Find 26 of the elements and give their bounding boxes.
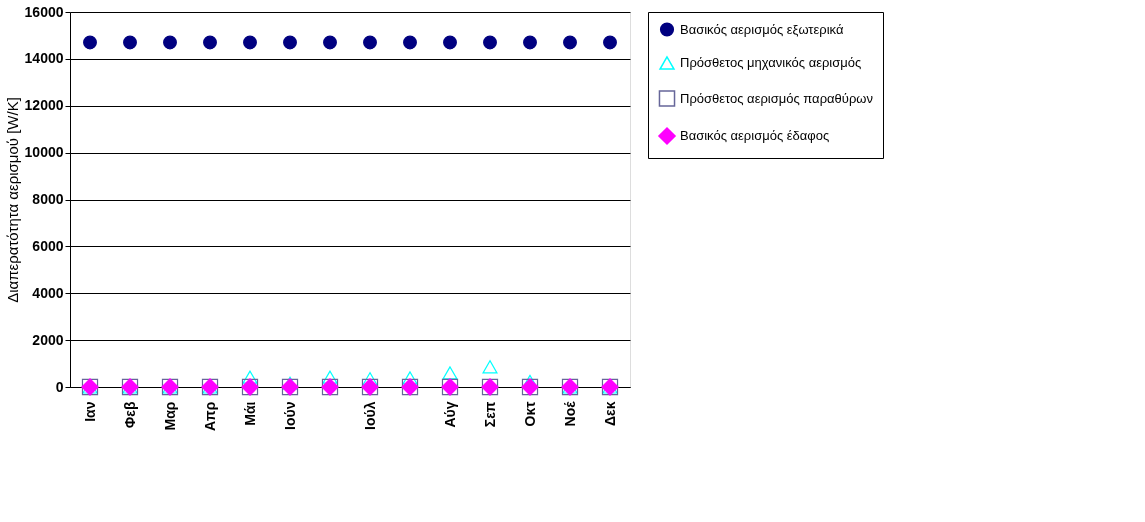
y-tick-label: 12000 — [24, 97, 64, 114]
y-axis-title: Διαπερατότητα αερισμού [W/K] — [3, 97, 21, 303]
legend-label: Πρόσθετος μηχανικός αερισμός — [680, 55, 862, 70]
x-tick-label: Μάι — [241, 401, 258, 426]
y-tick-label: 10000 — [24, 144, 64, 161]
x-tick-label: Φεβ — [121, 401, 138, 429]
x-tick-label: Απρ — [201, 401, 218, 431]
y-tick-label: 16000 — [24, 3, 64, 20]
legend-label: Πρόσθετος αερισμός παραθύρων — [680, 90, 873, 106]
x-tick-label: Αύγ — [441, 401, 458, 428]
legend-label: Βασικός αερισμός έδαφος — [680, 128, 830, 143]
x-tick-label: Ιούλ — [361, 401, 378, 430]
legend-label: Βασικός αερισμός εξωτερικά — [680, 21, 844, 37]
x-tick-label: Ιαν — [81, 401, 98, 422]
x-tick-label: Μαρ — [161, 401, 178, 431]
y-tick-label: 2000 — [32, 331, 64, 348]
x-tick-label: Σεπ — [481, 401, 498, 428]
x-tick-label: Οκτ — [521, 400, 538, 427]
y-tick-label: 0 — [55, 378, 64, 395]
y-tick-label: 6000 — [32, 237, 64, 254]
x-tick-label: Ιούν — [281, 401, 298, 430]
y-tick-label: 4000 — [32, 284, 64, 301]
x-tick-label: Δεκ — [601, 401, 618, 427]
x-tick-label: Νοέ — [561, 400, 578, 427]
y-tick-label: 8000 — [32, 191, 64, 207]
y-tick-label: 14000 — [24, 50, 64, 67]
